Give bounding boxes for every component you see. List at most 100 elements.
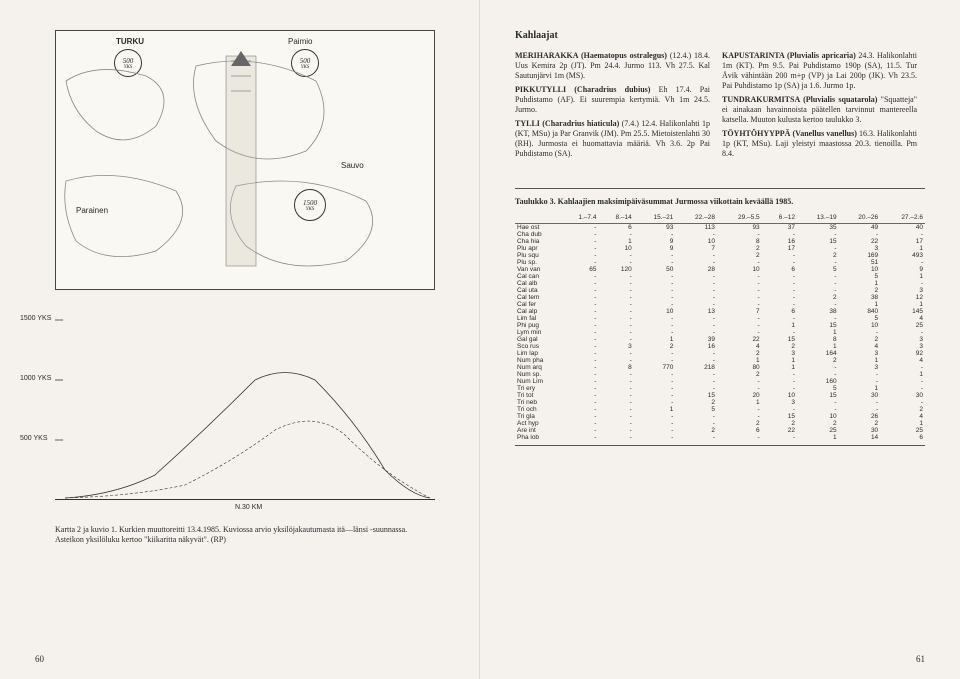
table-cell: 38 bbox=[839, 294, 881, 301]
table-cell: 1 bbox=[880, 371, 925, 378]
table-row: Cal uta-------23 bbox=[515, 287, 925, 294]
table-cell: - bbox=[675, 273, 717, 280]
table-cell: 37 bbox=[762, 224, 797, 232]
table-row: Cal tem------23812 bbox=[515, 294, 925, 301]
map: TURKU Paimio Sauvo Parainen 500 YKS 500 … bbox=[55, 30, 435, 290]
table-cell: 2 bbox=[675, 399, 717, 406]
table-row: Plu apr-1097217-31 bbox=[515, 245, 925, 252]
table-cell: - bbox=[762, 231, 797, 238]
table-cell: 17 bbox=[762, 245, 797, 252]
table-cell: 10 bbox=[598, 245, 633, 252]
table-header-cell: 20.–26 bbox=[839, 214, 881, 224]
text-col-2: KAPUSTARINTA (Pluvialis apricaria) 24.3.… bbox=[722, 51, 917, 163]
table-cell: - bbox=[797, 287, 839, 294]
table-cell: 10 bbox=[717, 266, 762, 273]
table-cell: - bbox=[560, 224, 598, 232]
table-cell: 3 bbox=[839, 350, 881, 357]
table-cell: 15 bbox=[762, 336, 797, 343]
table-cell: - bbox=[797, 399, 839, 406]
table-row: Van van6512050281065109 bbox=[515, 266, 925, 273]
table-cell: - bbox=[762, 287, 797, 294]
table-block: Taulukko 3. Kahlaajien maksimipäiväsumma… bbox=[515, 188, 925, 446]
table-cell: Sco rus bbox=[515, 343, 560, 350]
table-cell: - bbox=[797, 406, 839, 413]
table-cell: 25 bbox=[880, 427, 925, 434]
table-row: Act hyp----22221 bbox=[515, 420, 925, 427]
table-cell: - bbox=[717, 301, 762, 308]
table-cell: - bbox=[717, 434, 762, 441]
table-cell: - bbox=[675, 322, 717, 329]
table-cell: 1 bbox=[797, 343, 839, 350]
table-cell: 80 bbox=[717, 364, 762, 371]
table-header-cell: 15.–21 bbox=[634, 214, 676, 224]
table-cell: - bbox=[560, 434, 598, 441]
right-page: Kahlaajat MERIHARAKKA (Haematopus ostral… bbox=[480, 0, 960, 679]
table-cell: 2 bbox=[717, 252, 762, 259]
table-cell: - bbox=[598, 259, 633, 266]
table-cell: 3 bbox=[880, 336, 925, 343]
table-cell: 2 bbox=[839, 420, 881, 427]
table-cell: 5 bbox=[839, 315, 881, 322]
table-cell: - bbox=[797, 364, 839, 371]
map-caption: Kartta 2 ja kuvio 1. Kurkien muuttoreitt… bbox=[55, 525, 424, 546]
table-cell: - bbox=[598, 273, 633, 280]
table-cell: - bbox=[675, 371, 717, 378]
table-cell: Cal tem bbox=[515, 294, 560, 301]
table-cell: - bbox=[560, 364, 598, 371]
table-cell: 2 bbox=[717, 371, 762, 378]
table-cell: 2 bbox=[675, 427, 717, 434]
table-cell: Plu squ bbox=[515, 252, 560, 259]
table-cell: - bbox=[598, 406, 633, 413]
table-cell: 39 bbox=[675, 336, 717, 343]
table-cell: - bbox=[797, 273, 839, 280]
table-cell: - bbox=[762, 273, 797, 280]
table-cell: 1 bbox=[880, 420, 925, 427]
table-cell: - bbox=[717, 287, 762, 294]
table-cell: Cha dub bbox=[515, 231, 560, 238]
table-cell: - bbox=[675, 413, 717, 420]
table-header-cell: 22.–28 bbox=[675, 214, 717, 224]
table-row: Cal alp--10137638840145 bbox=[515, 308, 925, 315]
table-cell: 3 bbox=[762, 399, 797, 406]
table-cell: 38 bbox=[797, 308, 839, 315]
table-row: Cha dub--------- bbox=[515, 231, 925, 238]
table-cell: - bbox=[839, 406, 881, 413]
table-cell: 8 bbox=[598, 364, 633, 371]
table-cell: - bbox=[560, 252, 598, 259]
table-cell: 12 bbox=[880, 294, 925, 301]
table-cell: - bbox=[717, 231, 762, 238]
species-entry: TUNDRAKURMITSA (Pluvialis squatarola) "S… bbox=[722, 95, 917, 125]
table-cell: 6 bbox=[717, 427, 762, 434]
table-cell: 3 bbox=[598, 343, 633, 350]
table-cell: 17 bbox=[880, 238, 925, 245]
table-row: Num sp.----2---1 bbox=[515, 371, 925, 378]
table-cell: - bbox=[634, 252, 676, 259]
table-cell: 2 bbox=[717, 350, 762, 357]
table-cell: 2 bbox=[762, 420, 797, 427]
table-cell: - bbox=[598, 357, 633, 364]
table-cell: Cal alp bbox=[515, 308, 560, 315]
table-cell: Tri neb bbox=[515, 399, 560, 406]
left-page: TURKU Paimio Sauvo Parainen 500 YKS 500 … bbox=[0, 0, 480, 679]
table-cell: 113 bbox=[675, 224, 717, 232]
table-cell: Lim fal bbox=[515, 315, 560, 322]
table-cell: - bbox=[797, 259, 839, 266]
table-cell: - bbox=[675, 385, 717, 392]
table-cell: - bbox=[598, 371, 633, 378]
table-cell: 9 bbox=[634, 245, 676, 252]
table-cell: 770 bbox=[634, 364, 676, 371]
table-cell: 5 bbox=[797, 385, 839, 392]
table-row: Tri och--15----2 bbox=[515, 406, 925, 413]
table-cell: 30 bbox=[880, 392, 925, 399]
table-cell: - bbox=[675, 301, 717, 308]
table-cell: - bbox=[675, 252, 717, 259]
table-cell: - bbox=[560, 420, 598, 427]
table-cell: - bbox=[839, 231, 881, 238]
species-name: KAPUSTARINTA (Pluvialis apricaria) bbox=[722, 51, 856, 60]
table-cell: 4 bbox=[880, 357, 925, 364]
table-cell: - bbox=[634, 413, 676, 420]
table-cell: 93 bbox=[634, 224, 676, 232]
table-cell: 1 bbox=[880, 301, 925, 308]
table-cell: - bbox=[598, 392, 633, 399]
table-cell: 2 bbox=[797, 294, 839, 301]
